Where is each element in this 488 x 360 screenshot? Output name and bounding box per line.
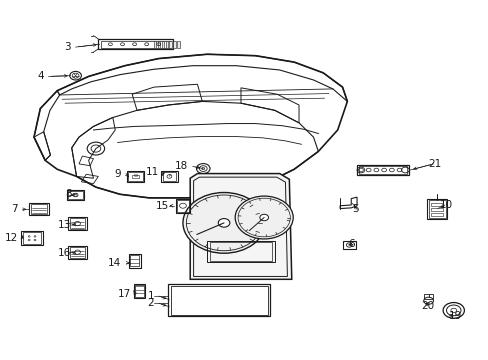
Text: 13: 13 xyxy=(58,220,71,230)
Bar xyxy=(154,41,156,48)
Text: 6: 6 xyxy=(347,239,354,249)
Polygon shape xyxy=(190,174,291,279)
Bar xyxy=(128,254,141,267)
Bar xyxy=(163,172,176,181)
Text: 9: 9 xyxy=(114,168,121,179)
Bar xyxy=(70,218,85,229)
Text: 1: 1 xyxy=(147,291,154,301)
Bar xyxy=(98,39,173,49)
Bar xyxy=(358,166,407,174)
Text: 12: 12 xyxy=(4,233,18,243)
Bar xyxy=(342,242,355,249)
Bar xyxy=(165,41,167,48)
Text: 11: 11 xyxy=(145,167,159,177)
Text: 19: 19 xyxy=(448,311,461,321)
Bar xyxy=(356,165,408,175)
Text: 16: 16 xyxy=(58,248,71,258)
Bar xyxy=(29,203,48,215)
Bar xyxy=(429,208,442,211)
Bar xyxy=(429,203,442,206)
Text: 17: 17 xyxy=(117,289,130,299)
Circle shape xyxy=(235,196,293,239)
Text: 10: 10 xyxy=(439,200,452,210)
Bar xyxy=(170,286,267,315)
Bar xyxy=(428,200,445,218)
Circle shape xyxy=(218,219,229,227)
Bar xyxy=(21,231,42,245)
Text: 2: 2 xyxy=(147,298,154,308)
Text: 5: 5 xyxy=(351,204,358,214)
Bar xyxy=(67,190,84,201)
Bar xyxy=(158,41,160,48)
Bar xyxy=(31,204,47,214)
Text: 21: 21 xyxy=(428,159,441,169)
Bar xyxy=(429,213,442,216)
Text: W: W xyxy=(133,175,137,179)
Text: 7: 7 xyxy=(11,204,18,214)
Bar xyxy=(161,171,177,182)
Text: 3: 3 xyxy=(64,42,71,52)
Bar xyxy=(175,199,190,213)
Text: 18: 18 xyxy=(174,161,187,171)
Bar xyxy=(207,241,274,262)
Bar xyxy=(168,284,269,316)
Bar xyxy=(126,171,144,182)
Circle shape xyxy=(259,214,268,221)
Bar xyxy=(130,255,139,266)
Text: P: P xyxy=(168,175,170,179)
Text: 8: 8 xyxy=(65,189,72,199)
Bar xyxy=(169,41,171,48)
Bar xyxy=(68,246,86,258)
Text: 4: 4 xyxy=(37,71,43,81)
Text: 14: 14 xyxy=(107,258,121,268)
Bar xyxy=(23,232,41,244)
Bar xyxy=(68,217,86,230)
Bar xyxy=(133,284,145,298)
Text: 15: 15 xyxy=(156,201,169,211)
Bar xyxy=(177,41,179,48)
Bar xyxy=(209,242,272,261)
Bar xyxy=(162,41,164,48)
Text: 20: 20 xyxy=(420,301,433,311)
Bar xyxy=(135,285,143,297)
Bar xyxy=(177,200,188,212)
Bar xyxy=(68,191,82,199)
Bar xyxy=(101,41,170,48)
Circle shape xyxy=(183,193,264,253)
Bar xyxy=(128,172,142,181)
Bar xyxy=(131,175,139,178)
Bar xyxy=(427,199,447,219)
Bar xyxy=(173,41,175,48)
Bar xyxy=(70,247,85,257)
Bar xyxy=(423,294,432,298)
Text: G: G xyxy=(74,193,77,198)
